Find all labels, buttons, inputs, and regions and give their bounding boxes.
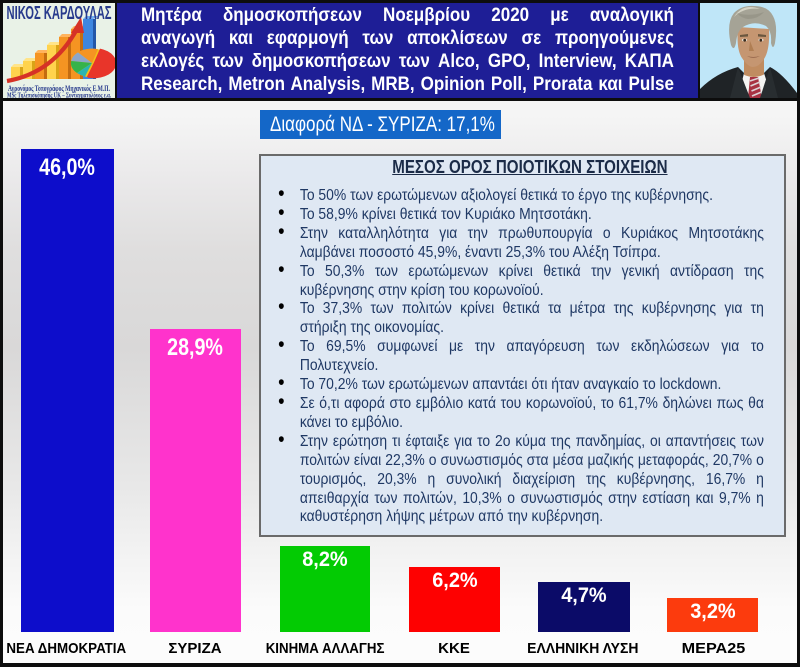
svg-text:MSc Τηλεπισκόπησης UK – Συνταγ: MSc Τηλεπισκόπησης UK – Συνταγματολόγος … — [7, 91, 111, 99]
svg-text:ΝΙΚΟΣ ΚΑΡΔΟΥΛΑΣ: ΝΙΚΟΣ ΚΑΡΔΟΥΛΑΣ — [7, 3, 112, 23]
svg-text:Αγρονόμος Τοπογράφος Μηχανικός: Αγρονόμος Τοπογράφος Μηχανικός Ε.Μ.Π. — [8, 84, 110, 93]
